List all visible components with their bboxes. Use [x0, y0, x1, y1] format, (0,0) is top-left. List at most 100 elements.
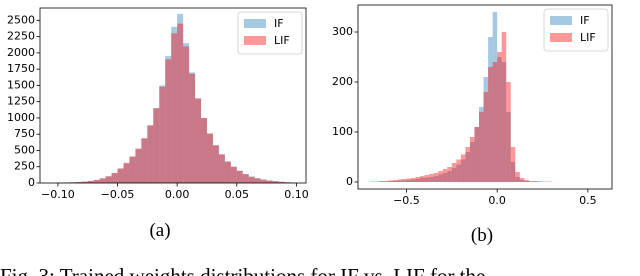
histogram-bar [183, 46, 190, 183]
caption: Fig. 3: Trained weights distributions fo… [0, 264, 485, 276]
histogram-bar [497, 57, 502, 182]
legend-swatch [244, 36, 266, 45]
histogram-bar [429, 177, 434, 182]
x-tick-label: 0.00 [165, 188, 190, 201]
y-tick-label: 2500 [7, 13, 35, 26]
histogram-bar [492, 12, 498, 182]
histogram-bar [469, 137, 475, 182]
histogram-bar [129, 156, 136, 183]
y-tick-label: 300 [332, 25, 353, 38]
legend-label: IF [580, 14, 590, 27]
histogram-bar [177, 13, 184, 184]
histogram-bar [401, 179, 407, 182]
y-tick-label: 0 [28, 176, 35, 189]
histogram-bar [141, 138, 148, 183]
histogram-bar [537, 181, 543, 182]
histogram-bar [99, 178, 106, 183]
histogram-bar [524, 181, 529, 182]
histogram-bar [224, 161, 231, 183]
histogram-bar [474, 127, 480, 182]
y-tick-label: 2000 [7, 46, 35, 59]
histogram-bar [456, 159, 461, 182]
axes-frame [39, 7, 307, 184]
legend-label: IF [274, 17, 284, 30]
histogram-bar [242, 174, 249, 183]
histogram-bar [519, 180, 525, 182]
histogram-bar [75, 181, 82, 183]
histogram-bar [93, 179, 100, 183]
histogram-bar [189, 72, 196, 183]
histogram-bar [81, 181, 88, 183]
histogram-bar [379, 181, 384, 182]
y-tick-label: 250 [14, 160, 35, 173]
histogram-bar [410, 178, 416, 182]
histogram-bar [248, 176, 255, 183]
histogram-bar [159, 86, 166, 183]
histogram-bar [447, 171, 452, 182]
histogram-bar [424, 177, 430, 182]
histogram-bar [153, 108, 160, 183]
histogram-bar [111, 173, 118, 183]
histogram-bar [488, 37, 493, 182]
histogram-bar [397, 180, 402, 182]
histogram-bar [479, 107, 484, 182]
histogram-bar [147, 125, 154, 183]
histogram-bar [528, 181, 534, 182]
histogram-bar [105, 176, 112, 183]
histogram-bar [465, 147, 470, 182]
histogram-bar [501, 62, 507, 182]
histogram-bar [370, 181, 375, 182]
histogram-bar [195, 98, 202, 183]
histogram-bar [501, 32, 507, 182]
subcaption: (a) [149, 220, 170, 241]
histogram-bar [236, 170, 243, 183]
histogram-bar [415, 177, 421, 182]
y-tick-label: 500 [14, 143, 35, 156]
axes-frame [357, 4, 613, 190]
histogram-bar [392, 180, 398, 182]
histogram-bar [510, 147, 516, 182]
x-tick-label: 0.5 [579, 194, 597, 207]
histogram-bar [410, 179, 416, 182]
histogram-bar [278, 181, 285, 183]
histogram-bar [201, 117, 207, 183]
histogram-bar [105, 176, 112, 183]
histogram-bar [206, 133, 213, 183]
x-tick-label: −0.5 [393, 194, 420, 207]
histogram-bar [479, 112, 484, 182]
histogram-bar [374, 181, 380, 182]
y-tick-label: 200 [332, 75, 353, 88]
histogram-bar [519, 178, 525, 182]
histogram-bar [272, 181, 279, 183]
plots: −0.10 −0.05 0.00 0.05 0.10025050075010001250… [7, 4, 613, 207]
histogram-bar [401, 180, 407, 182]
histogram-bar [87, 180, 94, 183]
y-tick-label: 100 [332, 125, 353, 138]
histogram-bar [111, 172, 118, 183]
x-tick-label: −0.10 [41, 188, 75, 201]
histogram-bar [195, 98, 202, 183]
histogram-bar [242, 173, 249, 183]
histogram-bar [533, 181, 538, 182]
histogram-bar [117, 168, 124, 183]
legend-swatch [244, 19, 266, 28]
histogram-bar [218, 154, 225, 183]
histogram-bar [383, 181, 389, 182]
histogram-bar [153, 108, 160, 183]
histogram-bar [236, 170, 243, 183]
histogram-bar [93, 180, 100, 183]
histogram-bar [451, 168, 457, 182]
histogram-bar [506, 82, 511, 182]
histogram-bar [123, 163, 130, 183]
histogram-bar [260, 179, 267, 183]
histogram-bar [212, 145, 219, 183]
histogram-bar [266, 180, 273, 183]
histogram-bar [420, 178, 425, 182]
histogram-bar [189, 73, 196, 183]
histogram-bar [165, 56, 172, 183]
histogram-bar [460, 154, 466, 182]
histogram-bar [230, 166, 237, 183]
histogram-bar [254, 178, 261, 183]
histogram-bar [201, 117, 207, 183]
